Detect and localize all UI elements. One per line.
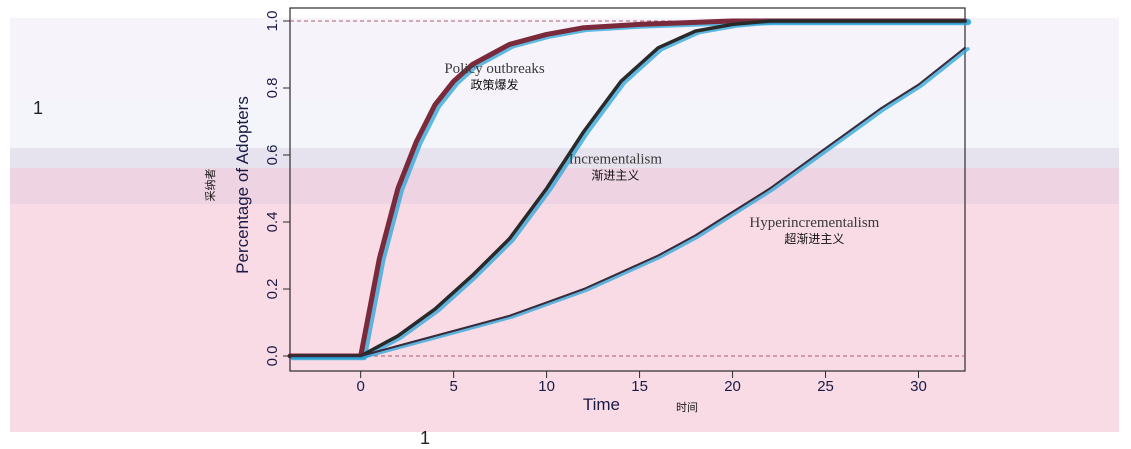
y-tick-label-5: 1.0 — [264, 11, 281, 32]
annotation-label-cn-0: 政策爆发 — [471, 77, 519, 92]
x-tick-label-5: 25 — [817, 378, 834, 395]
page-number-left: 1 — [33, 98, 44, 118]
y-axis-title: Percentage of Adopters — [233, 96, 252, 274]
annotation-label-cn-2: 超渐进主义 — [784, 231, 844, 246]
annotation-label-0: Policy outbreaks — [444, 61, 545, 77]
x-axis: 0 5 10 15 20 25 30 — [356, 370, 927, 395]
y-tick-label-4: 0.8 — [264, 78, 281, 99]
plot-frame — [289, 7, 966, 372]
background-band-pink — [10, 168, 1119, 432]
background-band-middle — [10, 100, 1119, 148]
x-tick-label-6: 30 — [910, 378, 927, 395]
annotation-label-2: Hyperincrementalism — [749, 215, 879, 231]
x-tick-label-3: 15 — [631, 378, 648, 395]
series-0-line — [287, 18, 968, 359]
x-tick-label-1: 5 — [449, 378, 457, 395]
y-axis: 0.0 0.2 0.4 0.6 0.8 1.0 — [264, 11, 291, 367]
x-axis-title-cn: 时间 — [676, 401, 698, 414]
series-2-shadow — [291, 47, 970, 359]
x-tick-label-4: 20 — [724, 378, 741, 395]
series-1-line — [288, 19, 967, 358]
x-tick-label-2: 10 — [538, 378, 555, 395]
x-axis-title: Time — [583, 395, 620, 414]
y-tick-label-0: 0.0 — [264, 346, 281, 367]
y-tick-label-2: 0.4 — [264, 212, 281, 233]
y-tick-label-1: 0.2 — [264, 279, 281, 300]
series-2-line — [289, 46, 966, 357]
x-tick-label-0: 0 — [356, 378, 364, 395]
y-tick-label-3: 0.6 — [264, 145, 281, 166]
background-band-pink-dark — [10, 168, 1119, 204]
page-number-bottom: 1 — [420, 428, 431, 448]
annotation-label-1: Incrementalism — [569, 151, 663, 167]
annotation-label-cn-1: 渐进主义 — [591, 168, 639, 182]
y-axis-title-cn: 采纳者 — [204, 169, 217, 202]
